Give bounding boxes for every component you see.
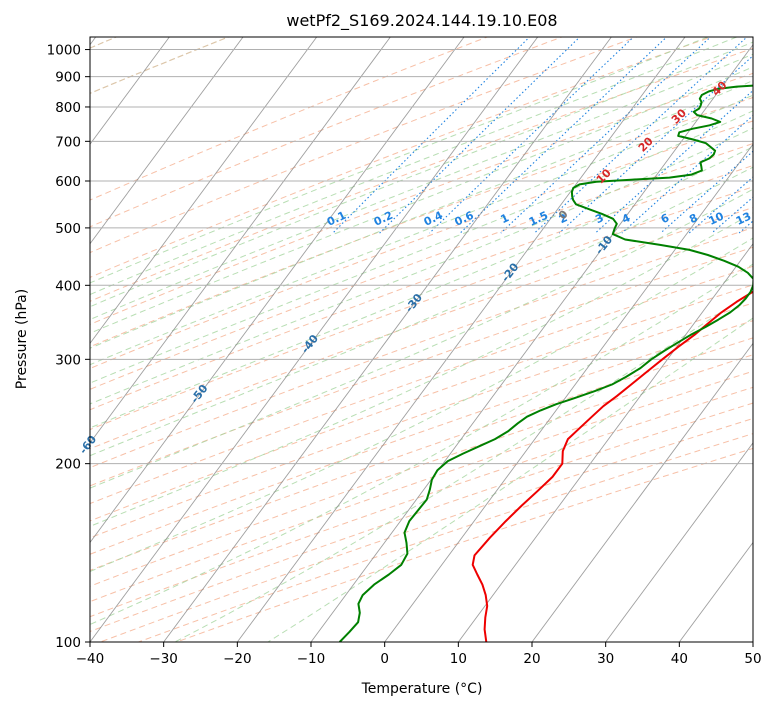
- dry-adiabat-line: [90, 284, 753, 522]
- x-tick-label: −10: [297, 651, 326, 667]
- mixing-ratio-line: [688, 176, 753, 234]
- mixing-ratio-label: 10: [707, 209, 727, 227]
- dry-adiabat-line: [90, 37, 639, 254]
- x-tick-label: −40: [76, 651, 105, 667]
- mixing-ratio-line: [558, 55, 753, 234]
- dry-adiabat-line: [90, 265, 753, 505]
- moist-adiabat-line: [90, 110, 753, 384]
- plot-area: [90, 37, 753, 642]
- isotherm-line: [90, 37, 465, 544]
- y-tick-label: 800: [55, 100, 81, 116]
- moist-adiabat-line: [90, 66, 753, 334]
- dry-adiabat-line: [90, 227, 753, 469]
- x-tick-label: 20: [523, 651, 540, 667]
- dry-adiabat-line: [90, 320, 753, 555]
- isotherm-line: [236, 37, 686, 642]
- y-tick-label: 100: [55, 635, 81, 651]
- moist-adiabat-line: [90, 166, 753, 457]
- gridlines: [90, 37, 753, 642]
- x-tick-label: 0: [380, 651, 389, 667]
- isotherm-line: [90, 37, 391, 444]
- y-axis-ticks: 1000 900 800 700 600 500 400 300 200 100: [47, 43, 90, 651]
- moist-adiabat-line: [267, 317, 753, 642]
- chart-title: wetPf2_S169.2024.144.19.10.E08: [286, 11, 557, 31]
- y-tick-label: 700: [55, 134, 81, 150]
- temperature-profile-line: [471, 290, 753, 642]
- isotherm-line: [90, 37, 244, 245]
- dewpoint-profile-line: [338, 84, 753, 642]
- x-tick-label: −20: [223, 651, 252, 667]
- y-tick-label: 200: [55, 457, 81, 473]
- isotherm-line: [90, 37, 170, 146]
- mixing-ratio-label: 13: [734, 210, 753, 228]
- moist-adiabat-line: [90, 37, 737, 296]
- y-tick-label: 400: [55, 278, 81, 294]
- moist-adiabat-line: [90, 146, 753, 429]
- x-tick-label: 40: [671, 651, 688, 667]
- dry-adiabat-line: [90, 386, 753, 618]
- y-tick-label: 1000: [47, 43, 81, 59]
- x-tick-label: −30: [149, 651, 178, 667]
- x-axis-label: Temperature (°C): [361, 681, 483, 697]
- x-tick-label: 10: [450, 651, 467, 667]
- dry-adiabat-line: [90, 164, 753, 411]
- x-tick-label: 50: [744, 651, 761, 667]
- y-axis-label: Pressure (hPa): [14, 289, 30, 389]
- moist-adiabat-line: [90, 79, 753, 349]
- mixing-ratio-line: [621, 114, 753, 234]
- isotherm-line: [90, 37, 318, 345]
- isotherm-line: [605, 442, 753, 642]
- plot-frame: [89, 36, 754, 643]
- profile-lines: [338, 84, 753, 642]
- moist-adiabat-line: [90, 41, 753, 308]
- isotherm-line: [163, 37, 612, 642]
- dry-adiabat-line: [90, 186, 753, 431]
- isotherm-line: [90, 37, 539, 642]
- y-tick-label: 300: [55, 352, 81, 368]
- isotherm-line: [384, 143, 753, 642]
- tan-reference-curve: [90, 37, 230, 94]
- x-tick-label: 30: [597, 651, 614, 667]
- y-tick-label: 600: [55, 174, 81, 190]
- moist-adiabat-line: [90, 188, 753, 489]
- y-tick-label: 500: [55, 221, 81, 237]
- y-tick-label: 900: [55, 70, 81, 86]
- x-axis-ticks: −40 −30 −20 −10 0 10 20 30 40 50: [76, 642, 762, 667]
- moist-adiabat-line: [90, 212, 753, 527]
- isotherm-line: [531, 342, 753, 642]
